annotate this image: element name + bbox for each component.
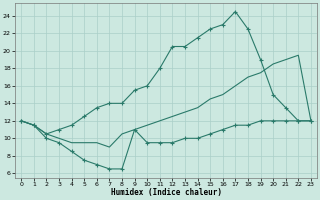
X-axis label: Humidex (Indice chaleur): Humidex (Indice chaleur) (111, 188, 221, 197)
